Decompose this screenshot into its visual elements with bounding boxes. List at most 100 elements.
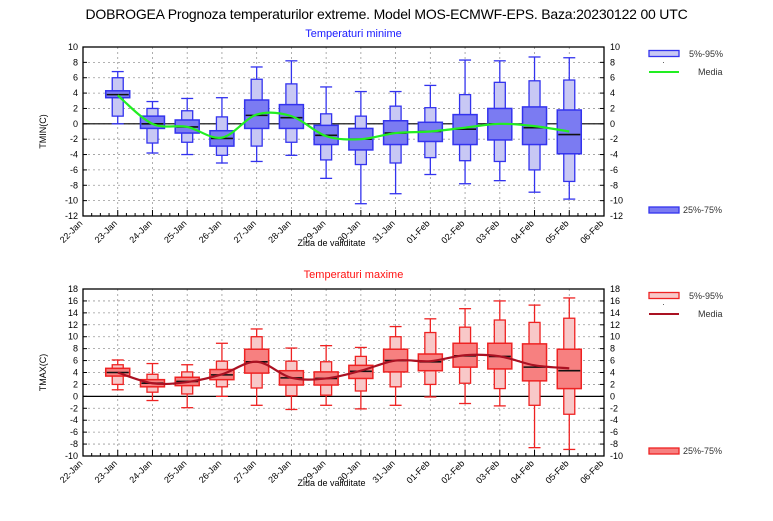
y-tick-label-left: 8	[73, 57, 78, 67]
y-tick-label-right: -2	[610, 403, 618, 413]
y-tick-label-right: 6	[610, 73, 615, 83]
y-tick-label-right: 10	[610, 42, 620, 52]
legend-dot	[663, 304, 664, 305]
x-tick-label: 23-Jan	[93, 218, 120, 245]
legend-dot	[663, 62, 664, 63]
y-tick-label-left: -2	[70, 403, 78, 413]
chart-subtitle: Temperaturi minime	[305, 28, 402, 40]
x-tick-label: 22-Jan	[58, 218, 85, 245]
box-28-Jan	[278, 60, 305, 156]
x-tick-label: 02-Feb	[439, 218, 466, 245]
box-03-Feb	[487, 300, 513, 407]
y-tick-label-left: 2	[73, 379, 78, 389]
plot-frame	[82, 288, 605, 457]
x-tick-label: 26-Jan	[197, 218, 224, 245]
plot-frame	[82, 46, 605, 217]
y-tick-label-left: 16	[68, 296, 78, 306]
y-tick-label-right: -4	[610, 150, 618, 160]
y-tick-label-right: 2	[610, 103, 615, 113]
chart-panel-tmax: Temperaturi maxime 18 18 16 16 14 14 12 12 10 10 8 8…	[38, 269, 723, 488]
box-05-Feb	[556, 57, 583, 200]
y-tick-label-right: -12	[610, 211, 623, 221]
y-tick-label-left: 4	[73, 368, 78, 378]
box-27-Jan	[243, 328, 270, 406]
x-tick-label: 22-Jan	[58, 458, 85, 485]
y-tick-label-left: 6	[73, 356, 78, 366]
y-tick-label-right: 18	[610, 284, 620, 294]
y-tick-label-left: -8	[70, 180, 78, 190]
x-tick-label: 27-Jan	[232, 458, 259, 485]
y-tick-label-left: 6	[73, 73, 78, 83]
y-tick-label-left: 4	[73, 88, 78, 98]
x-tick-label: 26-Jan	[197, 458, 224, 485]
y-tick-label-left: -4	[70, 415, 78, 425]
y-tick-label-right: 0	[610, 119, 615, 129]
legend-label-mean: Media	[698, 67, 723, 77]
y-tick-label-right: -10	[610, 451, 623, 461]
mean-series-line	[117, 94, 570, 141]
x-tick-label: 04-Feb	[509, 218, 536, 245]
x-tick-label: 02-Feb	[439, 458, 466, 485]
box-26-Jan	[209, 97, 235, 164]
y-tick-label-right: 8	[610, 344, 615, 354]
y-tick-label-right: 16	[610, 296, 620, 306]
legend-label-5-95: 5%-95%	[689, 49, 723, 59]
box-02-Feb	[452, 59, 478, 185]
y-tick-label-left: -8	[70, 439, 78, 449]
box-31-Jan	[382, 90, 409, 195]
y-tick-label-right: 10	[610, 332, 620, 342]
y-tick-label-left: -6	[70, 165, 78, 175]
y-tick-label-right: 12	[610, 320, 620, 330]
legend-label-5-95: 5%-95%	[689, 291, 723, 301]
y-tick-label-left: -10	[65, 451, 78, 461]
y-tick-label-right: -8	[610, 439, 618, 449]
mean-series-line	[117, 353, 570, 386]
x-tick-label: 04-Feb	[509, 458, 536, 485]
box-25-Jan	[174, 364, 200, 409]
y-tick-label-left: 0	[73, 119, 78, 129]
y-tick-label-left: -4	[70, 150, 78, 160]
y-tick-label-left: 0	[73, 391, 78, 401]
box-05-Feb	[556, 297, 583, 451]
box-04-Feb	[521, 304, 548, 449]
y-axis-title: TMIN(C)	[38, 114, 48, 149]
main-title: DOBROGEA Prognoza temperaturilor extreme…	[85, 6, 688, 22]
y-tick-label-left: 10	[68, 42, 78, 52]
x-axis-title: Ziua de validitate	[297, 478, 365, 488]
y-tick-label-left: 10	[68, 332, 78, 342]
x-tick-label: 31-Jan	[370, 458, 397, 485]
x-tick-label: 06-Feb	[578, 458, 605, 485]
legend: 5%-95% Media 25%-75%	[648, 291, 723, 456]
box-25-75	[556, 348, 583, 390]
y-tick-label-left: 12	[68, 320, 78, 330]
x-tick-label: 25-Jan	[162, 218, 189, 245]
x-tick-label: 05-Feb	[543, 458, 570, 485]
y-tick-label-left: -10	[65, 196, 78, 206]
y-tick-label-right: 14	[610, 308, 620, 318]
x-tick-label: 27-Jan	[232, 218, 259, 245]
x-tick-label: 03-Feb	[474, 218, 501, 245]
x-tick-label: 25-Jan	[162, 458, 189, 485]
box-24-Jan	[139, 100, 166, 154]
x-tick-label: 23-Jan	[93, 458, 120, 485]
y-tick-label-right: 4	[610, 368, 615, 378]
y-tick-label-right: -6	[610, 427, 618, 437]
box-31-Jan	[382, 325, 409, 406]
chart-panel-tmin: Temperaturi minime 10 10 8 8 6 6 4 4 2 2 0 0 -2 -2 -4 -4…	[38, 28, 723, 248]
y-tick-label-left: 14	[68, 308, 78, 318]
y-tick-label-left: -12	[65, 211, 78, 221]
y-tick-label-left: -6	[70, 427, 78, 437]
x-tick-label: 03-Feb	[474, 458, 501, 485]
y-tick-label-right: -10	[610, 196, 623, 206]
x-tick-label: 31-Jan	[370, 218, 397, 245]
x-tick-label: 24-Jan	[127, 458, 154, 485]
y-tick-label-right: 0	[610, 391, 615, 401]
chart-subtitle: Temperaturi maxime	[304, 269, 404, 281]
box-25-75	[556, 109, 583, 155]
legend-swatch-5-95	[648, 291, 680, 300]
y-tick-label-left: 18	[68, 284, 78, 294]
y-tick-label-right: 4	[610, 88, 615, 98]
legend-label-mean: Media	[698, 309, 723, 319]
y-tick-label-right: 6	[610, 356, 615, 366]
